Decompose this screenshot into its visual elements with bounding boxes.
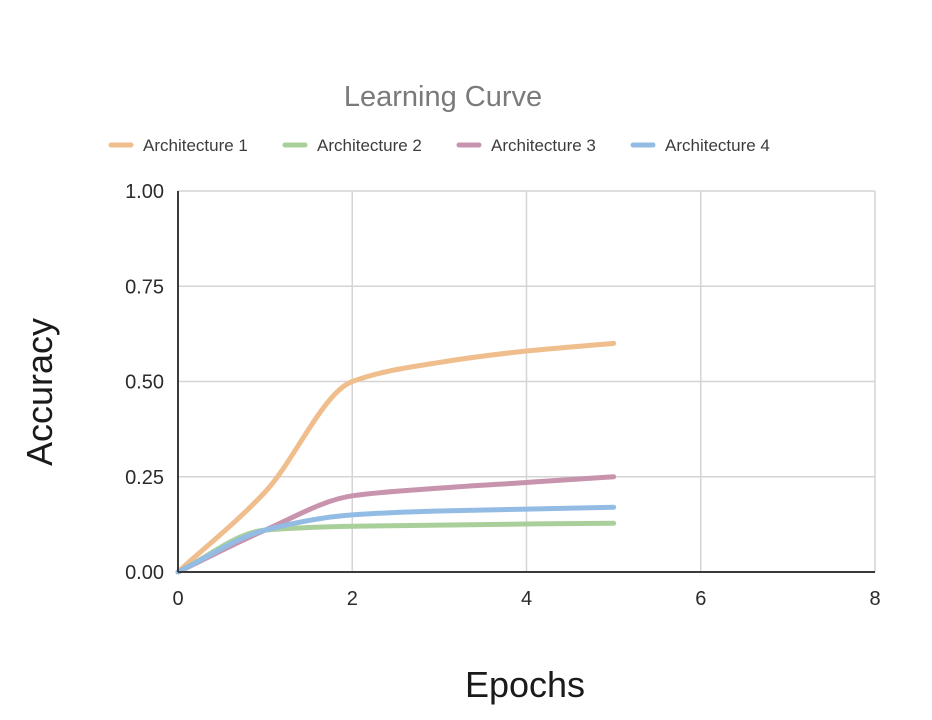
legend-label: Architecture 2 bbox=[317, 136, 422, 155]
x-tick-labels: 0 2 4 6 8 bbox=[172, 588, 880, 610]
x-tick-label: 2 bbox=[347, 588, 358, 610]
legend-label: Architecture 4 bbox=[665, 136, 770, 155]
legend-label: Architecture 3 bbox=[491, 136, 596, 155]
y-tick-labels: 0.00 0.25 0.50 0.75 1.00 bbox=[125, 181, 164, 584]
x-axis-title: Epochs bbox=[465, 664, 585, 705]
x-tick-label: 6 bbox=[695, 588, 706, 610]
chart-title: Learning Curve bbox=[344, 81, 542, 113]
y-tick-label: 0.50 bbox=[125, 372, 164, 394]
series-line-2 bbox=[175, 520, 617, 575]
x-tick-label: 0 bbox=[172, 588, 183, 610]
y-tick-label: 0.75 bbox=[125, 276, 164, 298]
series-line-1 bbox=[175, 340, 617, 575]
legend-label: Architecture 1 bbox=[143, 136, 248, 155]
y-tick-label: 0.00 bbox=[125, 562, 164, 584]
axes bbox=[177, 191, 875, 573]
series-layer bbox=[175, 340, 617, 575]
legend-item-4: Architecture 4 bbox=[630, 136, 770, 155]
series-line-4 bbox=[175, 504, 617, 575]
grid bbox=[178, 190, 876, 572]
legend-item-3: Architecture 3 bbox=[456, 136, 596, 155]
y-axis-title: Accuracy bbox=[19, 318, 60, 466]
legend: Architecture 1 Architecture 2 Architecture… bbox=[108, 136, 770, 155]
x-tick-label: 8 bbox=[869, 588, 880, 610]
y-tick-label: 1.00 bbox=[125, 181, 164, 203]
legend-item-1: Architecture 1 bbox=[108, 136, 248, 155]
legend-item-2: Architecture 2 bbox=[282, 136, 422, 155]
x-tick-label: 4 bbox=[521, 588, 532, 610]
y-tick-label: 0.25 bbox=[125, 467, 164, 489]
